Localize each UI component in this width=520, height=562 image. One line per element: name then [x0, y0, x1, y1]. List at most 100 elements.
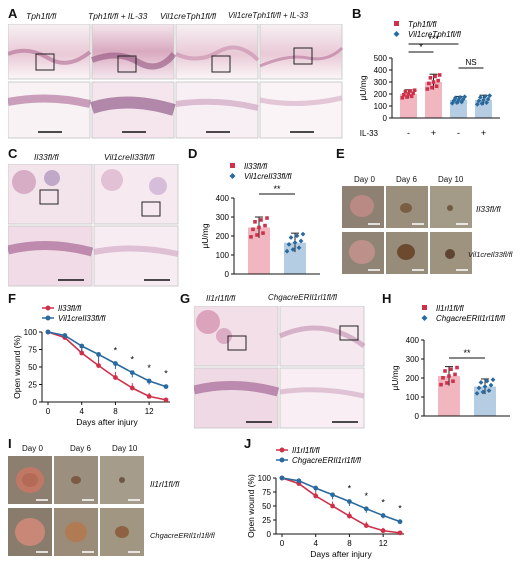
panel-h-legend-marker-1: [421, 315, 428, 321]
panel-d-sig-0: **: [273, 184, 281, 194]
panel-j-point-1-1: [296, 478, 302, 484]
panel-f-y-label: Open wound (%): [12, 335, 22, 399]
caption-a-4: Vil1creTph1fl/fl + IL-33: [228, 11, 309, 20]
panel-d-legend-marker-1: [229, 173, 236, 179]
panel-h-legend-label-0: Il1rl1fl/fl: [436, 304, 464, 313]
panel-d-y-tick-label-2: 200: [216, 232, 230, 241]
panel-label-d: D: [188, 146, 198, 161]
panel-b-y-tick-label-1: 100: [374, 102, 388, 111]
caption-g-1: Il1rl1fl/fl: [206, 293, 236, 303]
panel-f-point-1-2: [79, 343, 85, 349]
panel-b-y-tick-label-3: 300: [374, 78, 388, 87]
e-day-10: Day 10: [438, 175, 464, 184]
panel-h-legend-marker-0: [422, 305, 427, 310]
panel-j-x-label: Days after injury: [310, 549, 372, 559]
panel-d-legend-marker-0: [230, 163, 235, 168]
panel-j-series-line-1: [281, 477, 401, 523]
panel-j-y-tick-label-4: 100: [258, 474, 272, 483]
panel-h-point-1-6: [486, 388, 492, 394]
panel-label-b: B: [352, 6, 362, 21]
panel-f-x-tick-label-0: 0: [46, 407, 51, 416]
panel-h-point-1-2: [478, 380, 484, 385]
panel-j-point-0-3: [330, 503, 335, 509]
panel-label-c: C: [8, 146, 18, 161]
panel-j-point-0-4: [347, 513, 352, 519]
panel-f-y-tick-label-1: 25: [28, 381, 37, 390]
panel-b-x-cat-3: +: [481, 128, 486, 138]
panel-b-point-1-7: [436, 78, 440, 83]
panel-f-y-tick-label-2: 50: [28, 363, 37, 372]
panel-h-point-0-8: [455, 365, 459, 370]
panel-h-y-tick-label-1: 100: [406, 393, 420, 402]
panel-b-point-0-6: [409, 94, 414, 99]
panel-b-point-3-6: [484, 100, 489, 105]
panel-b-point-2-0: [449, 100, 455, 106]
panel-f-series-line-0: [47, 331, 167, 401]
panel-b-point-1-4: [431, 80, 436, 84]
panel-d-y-tick-label-4: 400: [216, 194, 230, 203]
panel-j-legend-label-1: ChgacreERIl1rl1fl/fl: [292, 456, 361, 465]
panel-b-bar-0: [400, 94, 417, 118]
panel-b-point-2-3: [454, 100, 460, 105]
panel-j-sig-2: *: [381, 498, 385, 508]
panel-b-y-label: μU/mg: [358, 75, 368, 100]
panel-b-point-0-3: [405, 95, 409, 99]
panel-d-y-label: μU/mg: [200, 223, 210, 248]
panel-b-point-2-7: [460, 96, 466, 102]
panel-b-sig-2: NS: [465, 58, 476, 67]
panel-f-legend-marker-1: [45, 315, 51, 321]
chart-d: 0 100 200 300 400 μU/mg Il33fl/flVil1creIl33fl…: [200, 162, 320, 279]
panel-d-point-1-8: [300, 231, 306, 237]
panel-label-e: E: [336, 146, 345, 161]
panel-h-y-tick-label-2: 200: [406, 374, 420, 383]
panel-h-point-1-8: [490, 377, 496, 383]
panel-f-point-0-2: [79, 350, 85, 356]
panel-h-y-tick-label-3: 300: [406, 355, 420, 364]
panel-label-g: G: [180, 291, 191, 306]
panel-d-point-0-3: [255, 233, 259, 237]
panel-d-point-0-7: [263, 223, 267, 228]
panel-b-point-0-7: [411, 91, 415, 96]
panel-j-point-0-2: [313, 493, 319, 499]
e-row-2: Vil1creIl33fl/fl: [468, 250, 513, 259]
caption-c-2: Vil1creIl33fl/fl: [104, 152, 155, 162]
panel-b-x-cat-0: -: [407, 128, 410, 138]
panel-h-y-label: μU/mg: [390, 365, 400, 390]
panel-h-point-0-6: [451, 379, 455, 384]
panel-b-legend-label-1: Vil1creTph1fl/fl: [408, 30, 461, 39]
panel-b-point-1-6: [434, 84, 439, 89]
panel-f-legend-marker-0: [45, 305, 51, 311]
caption-a-1: Tph1fl/fl: [26, 11, 57, 21]
panel-j-point-0-7: [397, 530, 403, 536]
panel-d-legend-label-0: Il33fl/fl: [244, 162, 267, 171]
panel-b-x-cat-2: -: [457, 128, 460, 138]
histology-grid-g: [194, 306, 366, 429]
panel-h-y-tick-label-4: 400: [406, 336, 420, 345]
panel-b-point-0-8: [412, 88, 417, 93]
panel-f-x-tick-label-3: 12: [145, 407, 154, 416]
e-day-6: Day 6: [396, 175, 417, 184]
panel-b-point-3-1: [476, 98, 482, 104]
panel-j-x-tick-label-3: 12: [379, 539, 388, 548]
panel-j-y-tick-label-0: 0: [267, 530, 272, 539]
panel-j-x-tick-label-1: 4: [313, 539, 318, 548]
panel-d-point-0-2: [253, 220, 257, 224]
panel-j-sig-3: *: [398, 504, 402, 514]
panel-b-legend-marker-0: [394, 21, 399, 26]
panel-f-series-line-1: [47, 331, 167, 388]
panel-h-legend-label-1: ChgacreERIl1rl1fl/fl: [436, 314, 505, 323]
panel-f-point-1-0: [45, 329, 51, 335]
i-row-2: ChgacreERIl1rl1fl/fl: [150, 531, 215, 540]
panel-d-y-tick-label-1: 100: [216, 251, 230, 260]
panel-d-point-0-0: [249, 235, 253, 239]
panel-b-y-tick-label-4: 400: [374, 66, 388, 75]
panel-b-point-0-2: [403, 89, 408, 94]
chart-b: 0 100 200 300 400 500 μU/mg Tph1fl/flVil1creTph…: [358, 20, 500, 138]
panel-b-bar-2: [450, 100, 467, 118]
panel-j-point-1-7: [397, 519, 403, 525]
panel-f-legend-label-1: Vil1creIl33fl/fl: [58, 314, 106, 323]
panel-d-bar-1: [284, 242, 306, 274]
panel-f-point-1-7: [163, 384, 169, 389]
panel-f-point-1-4: [113, 361, 118, 366]
panel-b-point-1-1: [427, 81, 431, 86]
